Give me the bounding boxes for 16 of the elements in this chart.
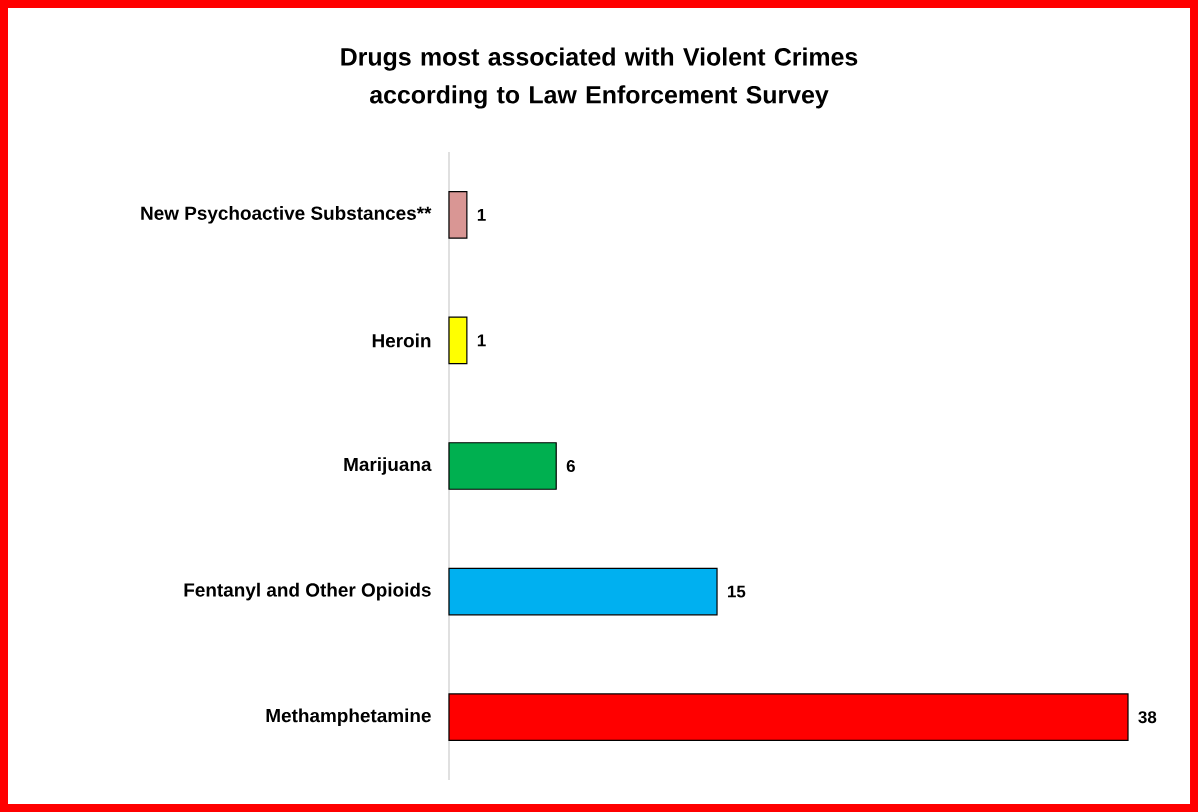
data-label: 6 [566, 460, 575, 473]
y-tick-label: Heroin [372, 333, 431, 348]
y-tick-label: Marijuana [344, 457, 432, 475]
data-label: 1 [477, 208, 486, 221]
bar [448, 567, 718, 616]
data-label: 15 [728, 585, 746, 598]
chart-title: Drugs most associated with Violent Crimes according to Law Enforcement Survey [341, 47, 858, 109]
y-tick-label: Fentanyl and Other Opioids [184, 582, 431, 601]
bar [448, 316, 468, 365]
bar [448, 442, 557, 490]
data-label: 38 [1138, 711, 1157, 724]
data-label: 1 [477, 334, 486, 347]
bar [448, 693, 1129, 742]
y-tick-label: New Psychoactive Substances** [141, 205, 432, 224]
y-tick-label: Methamphetamine [266, 708, 431, 727]
bar [448, 190, 468, 239]
